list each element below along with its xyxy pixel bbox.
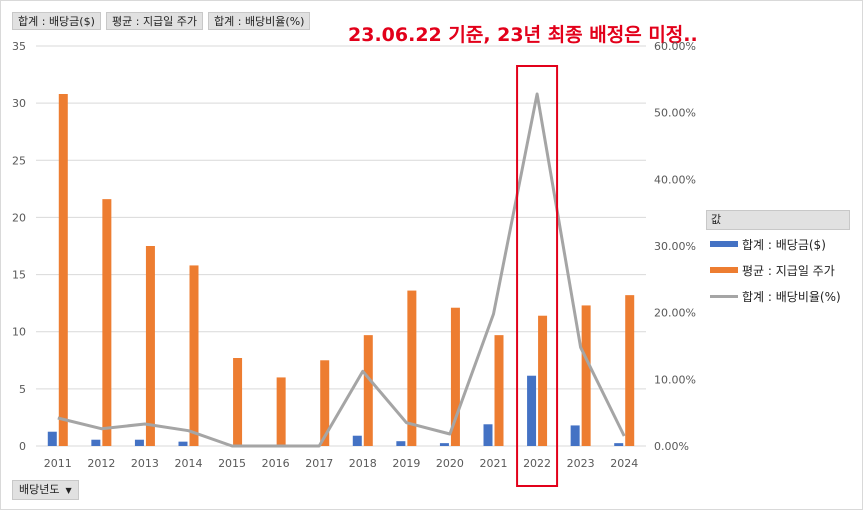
x-tick-label: 2012 (87, 457, 115, 470)
y-tick-label: 0 (19, 440, 26, 453)
bar-dividend (439, 443, 449, 446)
y-tick-label: 15 (12, 269, 26, 282)
y-tick-label: 35 (12, 40, 26, 53)
x-tick-label: 2021 (480, 457, 508, 470)
bar-price (363, 335, 373, 446)
y-tick-label: 25 (12, 154, 26, 167)
legend-swatch-price (710, 267, 738, 273)
y2-tick-label: 50.00% (654, 107, 696, 120)
field-button-price[interactable]: 평균 : 지급일 주가 (106, 12, 204, 30)
bar-price (538, 315, 548, 446)
legend-label-ratio: 합계 : 배당비율(%) (742, 290, 841, 304)
bar-dividend (570, 425, 580, 446)
bar-price (494, 335, 504, 446)
bar-price (233, 358, 243, 446)
y2-tick-label: 30.00% (654, 240, 696, 253)
y2-tick-label: 20.00% (654, 307, 696, 320)
field-button-dividend[interactable]: 합계 : 배당금($) (12, 12, 101, 30)
bar-price (320, 360, 330, 446)
dropdown-arrow-icon: ▼ (65, 486, 72, 495)
y2-tick-label: 40.00% (654, 173, 696, 186)
bar-price (581, 305, 591, 446)
bar-dividend (47, 431, 57, 446)
x-tick-label: 2015 (218, 457, 246, 470)
bar-price (625, 295, 635, 446)
legend-item-price: 평균 : 지급일 주가 (706, 258, 850, 282)
bar-dividend (527, 375, 537, 446)
x-tick-label: 2020 (436, 457, 464, 470)
bar-dividend (483, 424, 493, 446)
bar-price (450, 307, 460, 446)
x-tick-label: 2019 (392, 457, 420, 470)
x-tick-label: 2016 (262, 457, 290, 470)
bar-dividend (134, 439, 144, 446)
annotation-note: 23.06.22 기준, 23년 최종 배정은 미정.. (348, 24, 698, 46)
highlight-box (516, 65, 559, 487)
y-tick-label: 30 (12, 97, 26, 110)
bar-dividend (352, 435, 362, 446)
legend-item-ratio: 합계 : 배당비율(%) (706, 284, 850, 308)
bar-price (58, 94, 68, 446)
bar-price (102, 199, 112, 446)
axis-field-button[interactable]: 배당년도 ▼ (12, 480, 79, 500)
legend: 값 합계 : 배당금($) 평균 : 지급일 주가 합계 : 배당비율(%) (706, 210, 850, 308)
x-tick-label: 2014 (175, 457, 203, 470)
legend-label-price: 평균 : 지급일 주가 (742, 264, 835, 278)
legend-item-dividend: 합계 : 배당금($) (706, 232, 850, 256)
legend-swatch-ratio (710, 295, 738, 298)
field-button-ratio[interactable]: 합계 : 배당비율(%) (208, 12, 311, 30)
bar-dividend (91, 439, 101, 446)
y-tick-label: 5 (19, 383, 26, 396)
legend-title: 값 (706, 210, 850, 230)
y2-tick-label: 0.00% (654, 440, 689, 453)
x-tick-label: 2011 (44, 457, 72, 470)
x-tick-label: 2018 (349, 457, 377, 470)
bar-dividend (614, 443, 624, 446)
bar-price (189, 265, 199, 446)
legend-swatch-dividend (710, 241, 738, 247)
line-ratio (57, 92, 626, 448)
bar-price (276, 377, 286, 446)
x-tick-label: 2023 (567, 457, 595, 470)
bar-dividend (178, 441, 188, 446)
y-tick-label: 20 (12, 211, 26, 224)
bar-price (407, 290, 417, 446)
bar-dividend (396, 441, 406, 446)
y2-tick-label: 60.00% (654, 40, 696, 53)
x-tick-label: 2022 (523, 457, 551, 470)
bar-price (145, 246, 155, 446)
y-tick-label: 10 (12, 326, 26, 339)
x-tick-label: 2024 (610, 457, 638, 470)
y2-tick-label: 10.00% (654, 373, 696, 386)
x-tick-label: 2013 (131, 457, 159, 470)
x-tick-label: 2017 (305, 457, 333, 470)
legend-label-dividend: 합계 : 배당금($) (742, 238, 826, 252)
axis-field-label: 배당년도 (19, 483, 60, 496)
